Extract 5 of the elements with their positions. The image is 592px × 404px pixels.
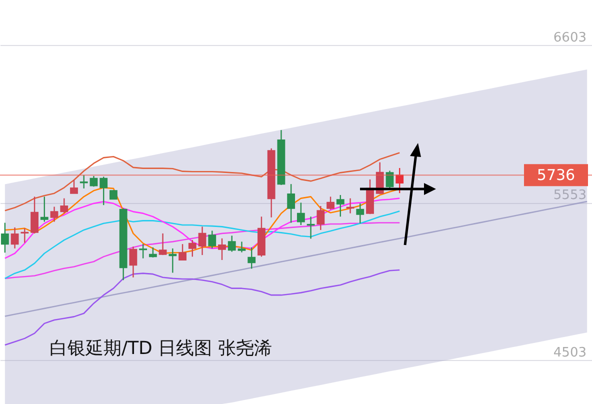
text: 白银延期/TD 日线图 张尧浠 xyxy=(50,338,272,359)
ref-line-label: 5736 xyxy=(536,166,576,184)
y-tick-label: 5553 xyxy=(553,188,586,204)
y-tick-label: 4503 xyxy=(553,346,586,361)
y-tick-label: 6603 xyxy=(553,30,586,46)
